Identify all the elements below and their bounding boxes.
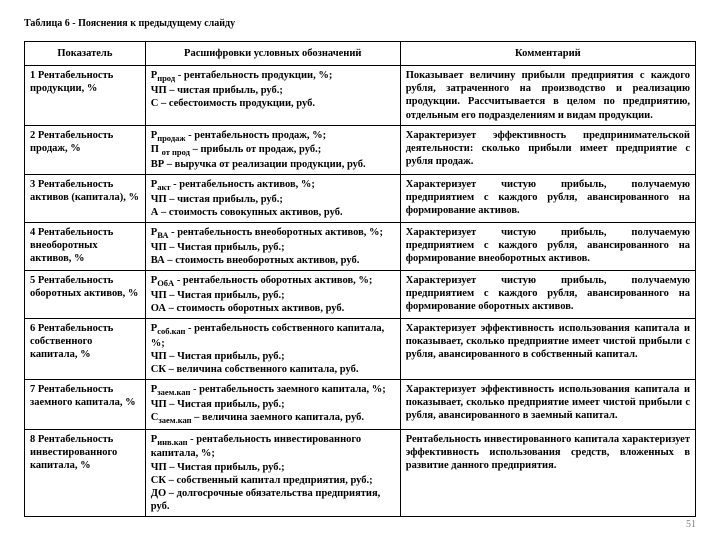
table-row: 1 Рентабельность продукции, % Рпрод - ре… bbox=[25, 66, 696, 126]
header-indicator: Показатель bbox=[25, 42, 146, 66]
table-row: 2 Рентабельность продаж, % Рпродаж - рен… bbox=[25, 125, 696, 175]
cell-decode: Ринв.кап - рентабельность инвестированно… bbox=[145, 429, 400, 516]
cell-decode: Рпродаж - рентабельность продаж, %;П от … bbox=[145, 125, 400, 175]
table-row: 5 Рентабельность оборотных активов, % РО… bbox=[25, 271, 696, 319]
table-row: 8 Рентабельность инвестированного капита… bbox=[25, 429, 696, 516]
cell-comment: Характеризует эффективность предпринимат… bbox=[400, 125, 695, 175]
cell-indicator: 8 Рентабельность инвестированного капита… bbox=[25, 429, 146, 516]
table-caption: Таблица 6 - Пояснения к предыдущему слай… bbox=[24, 18, 696, 29]
indicators-table: Показатель Расшифровки условных обозначе… bbox=[24, 41, 696, 517]
cell-comment: Характеризует чистую прибыль, получаемую… bbox=[400, 175, 695, 223]
cell-comment: Характеризует чистую прибыль, получаемую… bbox=[400, 271, 695, 319]
cell-comment: Рентабельность инвестированного капитала… bbox=[400, 429, 695, 516]
table-row: 4 Рентабельность внеоборотных активов, %… bbox=[25, 223, 696, 271]
cell-comment: Показывает величину прибыли предприятия … bbox=[400, 66, 695, 126]
table-row: 7 Рентабельность заемного капитала, % Рз… bbox=[25, 380, 696, 430]
cell-indicator: 1 Рентабельность продукции, % bbox=[25, 66, 146, 126]
cell-indicator: 7 Рентабельность заемного капитала, % bbox=[25, 380, 146, 430]
cell-decode: Рсоб.кап - рентабельность собственного к… bbox=[145, 319, 400, 380]
cell-decode: РОбА - рентабельность оборотных активов,… bbox=[145, 271, 400, 319]
cell-comment: Характеризует чистую прибыль, получаемую… bbox=[400, 223, 695, 271]
cell-decode: РВА - рентабельность внеоборотных активо… bbox=[145, 223, 400, 271]
cell-indicator: 5 Рентабельность оборотных активов, % bbox=[25, 271, 146, 319]
page-number: 51 bbox=[686, 519, 696, 530]
cell-comment: Характеризует эффективность использовани… bbox=[400, 319, 695, 380]
cell-comment: Характеризует эффективность использовани… bbox=[400, 380, 695, 430]
cell-decode: Рпрод - рентабельность продукции, %;ЧП –… bbox=[145, 66, 400, 126]
cell-indicator: 2 Рентабельность продаж, % bbox=[25, 125, 146, 175]
table-row: 6 Рентабельность собственного капитала, … bbox=[25, 319, 696, 380]
cell-indicator: 3 Рентабельность активов (капитала), % bbox=[25, 175, 146, 223]
cell-indicator: 4 Рентабельность внеоборотных активов, % bbox=[25, 223, 146, 271]
header-comment: Комментарий bbox=[400, 42, 695, 66]
cell-decode: Ракт - рентабельность активов, %;ЧП – чи… bbox=[145, 175, 400, 223]
cell-indicator: 6 Рентабельность собственного капитала, … bbox=[25, 319, 146, 380]
table-header-row: Показатель Расшифровки условных обозначе… bbox=[25, 42, 696, 66]
cell-decode: Рзаем.кап - рентабельность заемного капи… bbox=[145, 380, 400, 430]
table-row: 3 Рентабельность активов (капитала), % Р… bbox=[25, 175, 696, 223]
header-decode: Расшифровки условных обозначений bbox=[145, 42, 400, 66]
